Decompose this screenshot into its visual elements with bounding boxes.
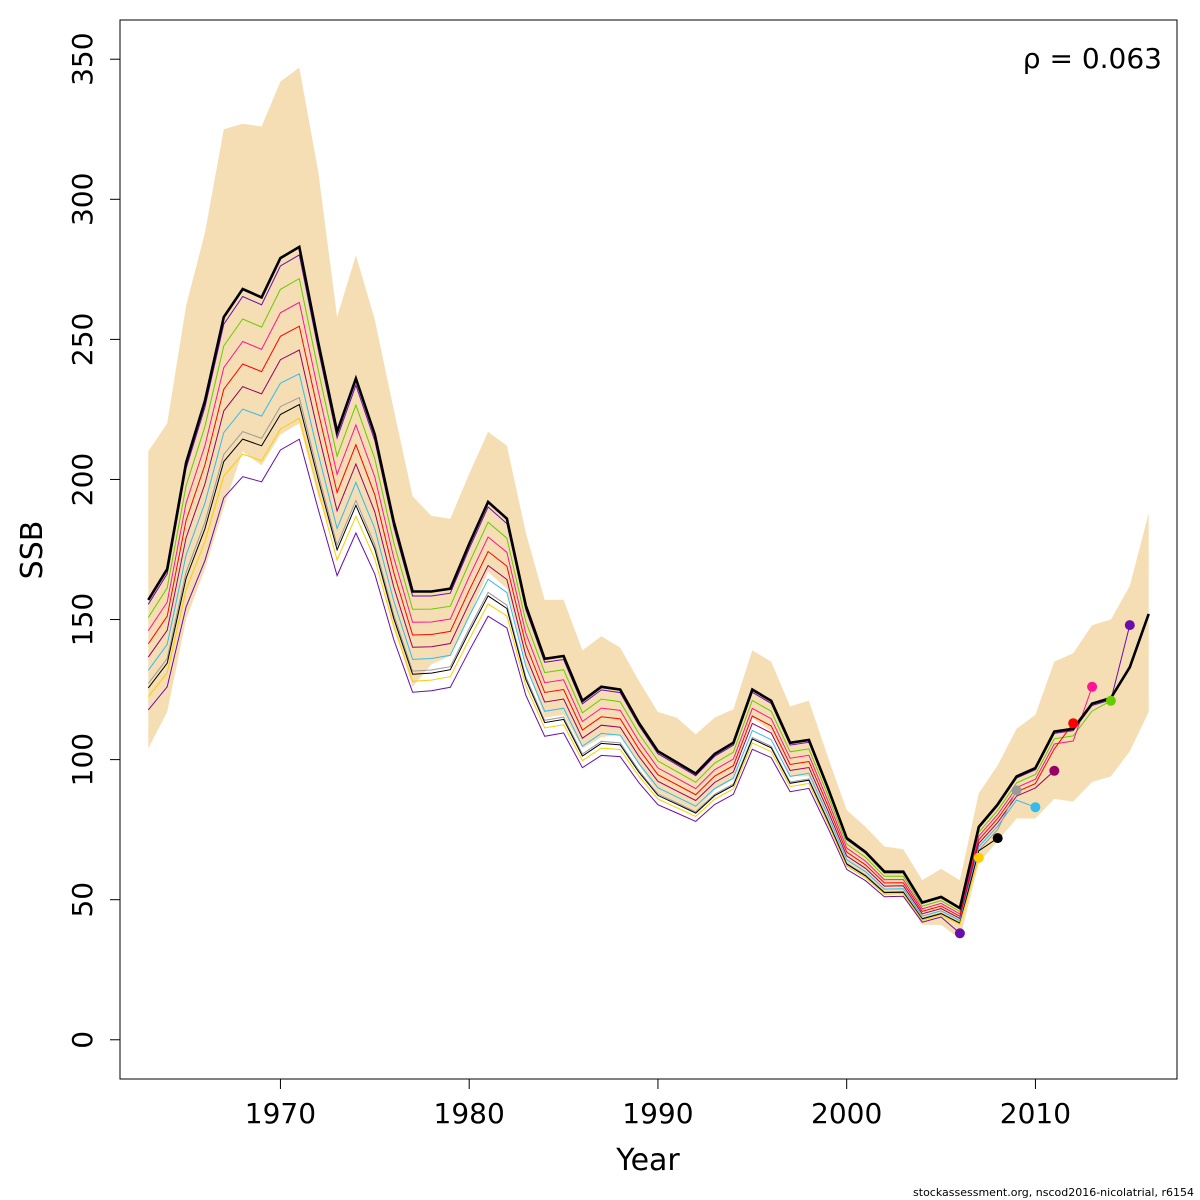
peel-end-points [954, 620, 1135, 939]
y-tick-label-150: 150 [66, 593, 99, 646]
peel-line-2014 [147, 277, 1112, 913]
peel-point-2014 [1105, 695, 1116, 706]
peel-point-2009 [1011, 785, 1022, 796]
peel-line-2012 [147, 325, 1074, 918]
peel-line-2009 [147, 396, 1018, 924]
y-tick-label-100: 100 [66, 733, 99, 786]
peel-point-2013 [1087, 681, 1098, 692]
y-tick-label-300: 300 [66, 173, 99, 226]
y-axis-title: SSB [15, 521, 50, 580]
y-tick-label-200: 200 [66, 453, 99, 506]
rho-annotation: ρ = 0.063 [1023, 42, 1162, 75]
ssb-main-line [147, 244, 1150, 911]
y-tick-label-250: 250 [66, 313, 99, 366]
peel-line-2011 [147, 349, 1055, 920]
x-axis-title: Year [615, 1143, 680, 1178]
y-tick-label-0: 0 [66, 1031, 99, 1049]
retrospective-peels [147, 254, 1131, 934]
x-tick-label-2010: 2010 [1000, 1097, 1071, 1130]
peel-point-2015 [1124, 620, 1135, 631]
x-axis: 1970 1980 1990 2000 2010 [245, 1079, 1071, 1130]
x-tick-label-2000: 2000 [811, 1097, 882, 1130]
y-tick-label-50: 50 [66, 882, 99, 918]
peel-point-2010 [1030, 802, 1041, 813]
peel-line-2007 [147, 417, 980, 926]
x-tick-label-1970: 1970 [245, 1097, 316, 1130]
peel-line-2008 [147, 403, 998, 924]
peel-line-2010 [147, 373, 1036, 922]
x-tick-label-1980: 1980 [434, 1097, 505, 1130]
peel-point-2012 [1068, 718, 1079, 729]
peel-line-2006 [147, 438, 961, 934]
peel-point-2008 [992, 833, 1003, 844]
x-tick-label-1990: 1990 [622, 1097, 693, 1130]
plot-frame [119, 19, 1178, 1080]
y-tick-label-350: 350 [66, 32, 99, 85]
y-axis: 0 50 100 150 200 250 300 350 [66, 32, 120, 1049]
peel-line-2013 [147, 301, 1093, 915]
confidence-band [148, 67, 1149, 939]
footer-credit: stockassessment.org, nscod2016-nicolatri… [913, 1186, 1194, 1199]
peel-point-2006 [954, 928, 965, 939]
peel-point-2007 [973, 852, 984, 863]
peel-point-2011 [1049, 765, 1060, 776]
